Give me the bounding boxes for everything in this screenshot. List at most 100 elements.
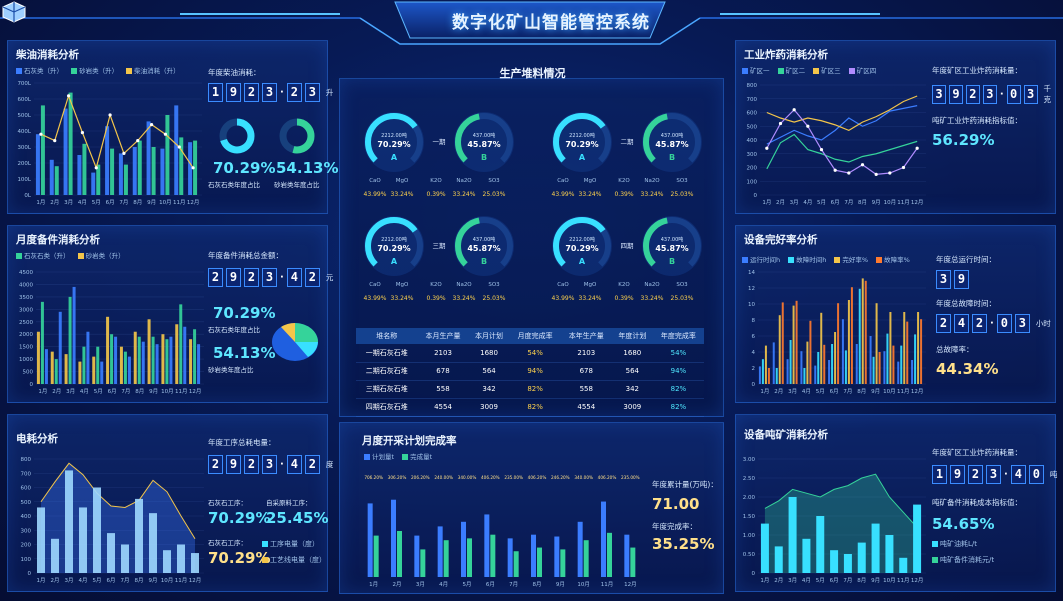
bar xyxy=(91,172,96,195)
digit-box: 9 xyxy=(948,84,963,104)
element-name: K2O xyxy=(430,282,442,288)
table-cell: 82% xyxy=(509,380,561,399)
bar xyxy=(179,137,184,195)
legend-swatch xyxy=(262,557,268,563)
y-tick-label: 0 xyxy=(30,382,34,388)
line-point xyxy=(792,108,796,112)
x-tick-label: 7月 xyxy=(844,199,853,206)
y-tick-label: 100 xyxy=(747,179,758,185)
y-tick-label: 2500 xyxy=(19,320,33,326)
element-value: 25.03% xyxy=(671,295,694,302)
digit-box: 3 xyxy=(982,84,997,104)
element-name: SO3 xyxy=(488,178,500,184)
y-tick-label: 3000 xyxy=(19,307,33,313)
x-tick-label: 7月 xyxy=(843,577,852,584)
gauge-backdrop xyxy=(364,112,424,172)
x-tick-label: 8月 xyxy=(857,577,866,584)
panel-title: 电耗分析 xyxy=(16,433,58,445)
digit-box: 9 xyxy=(226,455,241,474)
bar xyxy=(437,526,443,577)
bar xyxy=(820,312,823,384)
x-tick-label: 4月 xyxy=(802,388,811,395)
column-header: 本月生产量 xyxy=(417,328,469,344)
bar xyxy=(537,547,542,577)
diesel-pct-2-label: 砂岩类年度占比 xyxy=(274,181,320,189)
y-tick-label: 0 xyxy=(752,382,756,388)
y-tick-label: 200 xyxy=(747,166,758,172)
mining-rate-label: 年度完成率： xyxy=(652,522,697,531)
mining-rate-value: 35.25% xyxy=(652,535,715,553)
element-value: 33.24% xyxy=(453,191,476,198)
data-label: 406.20% xyxy=(481,475,500,480)
gauge-value: 2212.00吨 xyxy=(381,132,407,139)
x-tick-label: 2月 xyxy=(50,199,59,206)
x-tick-label: 12月 xyxy=(187,199,200,206)
gauge-value: 437.00吨 xyxy=(661,236,684,243)
ton-cost-total-digits: 1 9 2 3 · 4 0 吨 xyxy=(932,465,1057,484)
unit-label: 小时 xyxy=(1035,319,1051,328)
bar xyxy=(892,345,895,384)
x-tick-label: 12月 xyxy=(189,388,202,395)
gauge-percent: 45.87% xyxy=(467,140,500,149)
power-total-label: 年度工序总耗电量： xyxy=(208,438,276,447)
line-point xyxy=(915,146,919,150)
x-tick-label: 5月 xyxy=(94,388,103,395)
spare-total-label: 年度备件消耗总金额： xyxy=(208,251,283,260)
y-tick-label: 0.50 xyxy=(743,552,756,558)
x-tick-label: 11月 xyxy=(897,388,910,395)
bar xyxy=(133,331,137,384)
panel-title: 设备吨矿消耗分析 xyxy=(744,429,828,441)
line-point xyxy=(94,166,98,170)
digit-box: 9 xyxy=(226,268,241,287)
y-tick-label: 0 xyxy=(754,193,758,199)
area-series xyxy=(764,474,918,573)
line-point xyxy=(191,166,195,170)
bar xyxy=(65,470,73,573)
bar xyxy=(127,356,131,384)
bar xyxy=(193,329,197,384)
unit-label: 吨 xyxy=(1049,470,1058,479)
equipment-legend: 运行时间h 故障时间h 完好率% 故障率% xyxy=(736,254,910,264)
table-cell: 82% xyxy=(652,398,704,417)
bar xyxy=(121,544,129,573)
gauge-percent: 70.29% xyxy=(377,140,410,149)
y-tick-label: 400L xyxy=(17,129,31,135)
element-value: 43.99% xyxy=(364,295,387,302)
bar xyxy=(847,300,850,384)
mining-total-value: 71.00 xyxy=(652,495,700,513)
gauge-percent: 45.87% xyxy=(655,244,688,253)
bar xyxy=(37,507,45,573)
table-row[interactable]: 二期石灰石堆 678 564 94% 678 564 94% xyxy=(356,362,704,381)
table-row[interactable]: 一期石灰石堆 2103 1680 54% 2103 1680 54% xyxy=(356,344,704,363)
equipment-fault-digits: 2 4 2 · 0 3 小时 xyxy=(936,314,1051,333)
line-point xyxy=(39,132,43,136)
table-row[interactable]: 四期石灰石堆 4554 3009 82% 4554 3009 82% xyxy=(356,398,704,417)
table-row[interactable]: 三期石灰石堆 558 342 82% 558 342 82% xyxy=(356,380,704,399)
bar xyxy=(169,336,173,384)
power-c-value: 70.29% xyxy=(208,549,271,567)
panel-title: 柴油消耗分析 xyxy=(16,49,79,61)
line-point xyxy=(53,139,57,143)
explosive-index-label: 吨矿工业炸药消耗指标值： xyxy=(932,116,1022,125)
column-header: 年度计划 xyxy=(611,328,653,344)
digit-box: 3 xyxy=(1014,314,1030,333)
x-tick-label: 7月 xyxy=(509,581,518,588)
unit-label: 度 xyxy=(325,460,334,469)
gauge-block: 2212.00吨 70.29% A 437.00吨 45.87% B 一期 CaO 43.99%… xyxy=(360,108,520,208)
y-tick-label: 400 xyxy=(21,514,32,520)
y-tick-label: 0 xyxy=(752,571,756,577)
digit-box: 2 xyxy=(936,314,951,333)
bar xyxy=(831,344,834,384)
bar xyxy=(601,501,606,577)
diesel-donut-1 xyxy=(219,118,255,154)
data-label: 340.00% xyxy=(458,475,477,480)
x-tick-label: 4月 xyxy=(803,199,812,206)
x-tick-label: 2月 xyxy=(51,577,60,584)
x-tick-label: 11月 xyxy=(173,199,186,206)
bar xyxy=(160,148,165,195)
x-tick-label: 12月 xyxy=(911,388,924,395)
x-tick-label: 6月 xyxy=(486,581,495,588)
legend-swatch xyxy=(71,68,78,74)
table-cell: 94% xyxy=(652,362,704,381)
